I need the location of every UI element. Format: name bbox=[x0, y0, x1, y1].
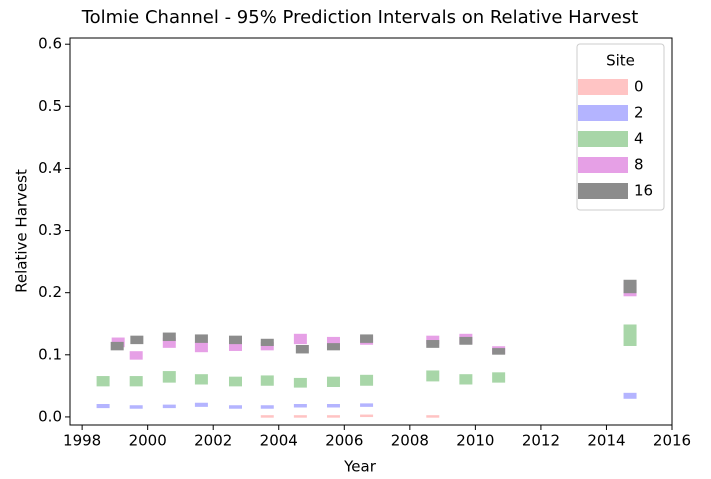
legend-swatch bbox=[578, 79, 628, 95]
y-tick-label: 0.0 bbox=[38, 407, 62, 425]
interval-box bbox=[96, 404, 110, 409]
interval-box bbox=[129, 405, 143, 409]
interval-box bbox=[228, 376, 242, 387]
interval-box bbox=[326, 376, 340, 387]
interval-box bbox=[623, 324, 637, 346]
interval-box bbox=[623, 279, 637, 294]
x-tick-label: 2000 bbox=[129, 432, 167, 450]
y-tick-label: 0.6 bbox=[38, 35, 62, 53]
interval-box bbox=[426, 340, 440, 348]
interval-box bbox=[623, 392, 637, 399]
y-tick-label: 0.5 bbox=[38, 97, 62, 115]
interval-box bbox=[326, 404, 340, 408]
interval-box bbox=[228, 405, 242, 409]
interval-box bbox=[360, 414, 374, 418]
x-tick-label: 2014 bbox=[587, 432, 625, 450]
legend-label: 4 bbox=[634, 130, 644, 148]
interval-box bbox=[360, 374, 374, 386]
legend-swatch bbox=[578, 183, 628, 199]
interval-box bbox=[360, 403, 374, 407]
plot-frame bbox=[69, 37, 673, 426]
interval-box bbox=[260, 375, 274, 386]
interval-box bbox=[360, 334, 374, 343]
x-tick-label: 2006 bbox=[325, 432, 363, 450]
interval-box bbox=[326, 415, 340, 418]
interval-box bbox=[194, 374, 208, 385]
y-tick-label: 0.3 bbox=[38, 221, 62, 239]
interval-box bbox=[110, 341, 124, 351]
y-axis-label: Relative Harvest bbox=[13, 169, 31, 293]
legend-label: 2 bbox=[634, 104, 644, 122]
interval-box bbox=[326, 343, 340, 351]
x-tick-label: 2004 bbox=[260, 432, 298, 450]
interval-box bbox=[162, 404, 176, 409]
x-tick-label: 2008 bbox=[391, 432, 429, 450]
y-tick-label: 0.1 bbox=[38, 345, 62, 363]
interval-box bbox=[293, 404, 307, 408]
x-axis-label: Year bbox=[343, 458, 377, 476]
interval-box bbox=[194, 402, 208, 407]
legend-label: 0 bbox=[634, 78, 644, 96]
interval-box bbox=[194, 334, 208, 343]
interval-box bbox=[260, 415, 274, 418]
interval-box bbox=[228, 335, 242, 345]
interval-box bbox=[194, 341, 208, 353]
x-tick-label: 2012 bbox=[522, 432, 560, 450]
x-tick-label: 2002 bbox=[194, 432, 232, 450]
y-tick-label: 0.4 bbox=[38, 159, 62, 177]
y-tick-label: 0.2 bbox=[38, 283, 62, 301]
interval-box bbox=[162, 371, 176, 383]
interval-box bbox=[293, 377, 307, 388]
interval-box bbox=[459, 374, 473, 385]
x-tick-label: 2010 bbox=[456, 432, 494, 450]
interval-box bbox=[293, 415, 307, 418]
legend-title: Site bbox=[606, 52, 635, 70]
interval-box bbox=[293, 333, 307, 345]
legend-swatch bbox=[578, 157, 628, 173]
interval-box bbox=[96, 376, 110, 387]
interval-box bbox=[295, 344, 309, 354]
x-tick-label: 1998 bbox=[63, 432, 101, 450]
interval-box bbox=[492, 348, 506, 355]
legend-swatch bbox=[578, 105, 628, 121]
interval-box bbox=[260, 405, 274, 409]
interval-box bbox=[426, 415, 440, 418]
interval-box bbox=[260, 338, 274, 346]
interval-box bbox=[162, 332, 176, 342]
legend-swatch bbox=[578, 131, 628, 147]
interval-box bbox=[129, 376, 143, 387]
chart-title: Tolmie Channel - 95% Prediction Interval… bbox=[81, 7, 639, 28]
interval-box bbox=[426, 370, 440, 382]
legend-label: 16 bbox=[634, 182, 653, 200]
interval-box bbox=[130, 335, 144, 345]
legend-label: 8 bbox=[634, 156, 644, 174]
interval-box bbox=[129, 351, 143, 360]
interval-box bbox=[459, 336, 473, 345]
interval-box bbox=[492, 372, 506, 383]
x-tick-label: 2016 bbox=[653, 432, 691, 450]
